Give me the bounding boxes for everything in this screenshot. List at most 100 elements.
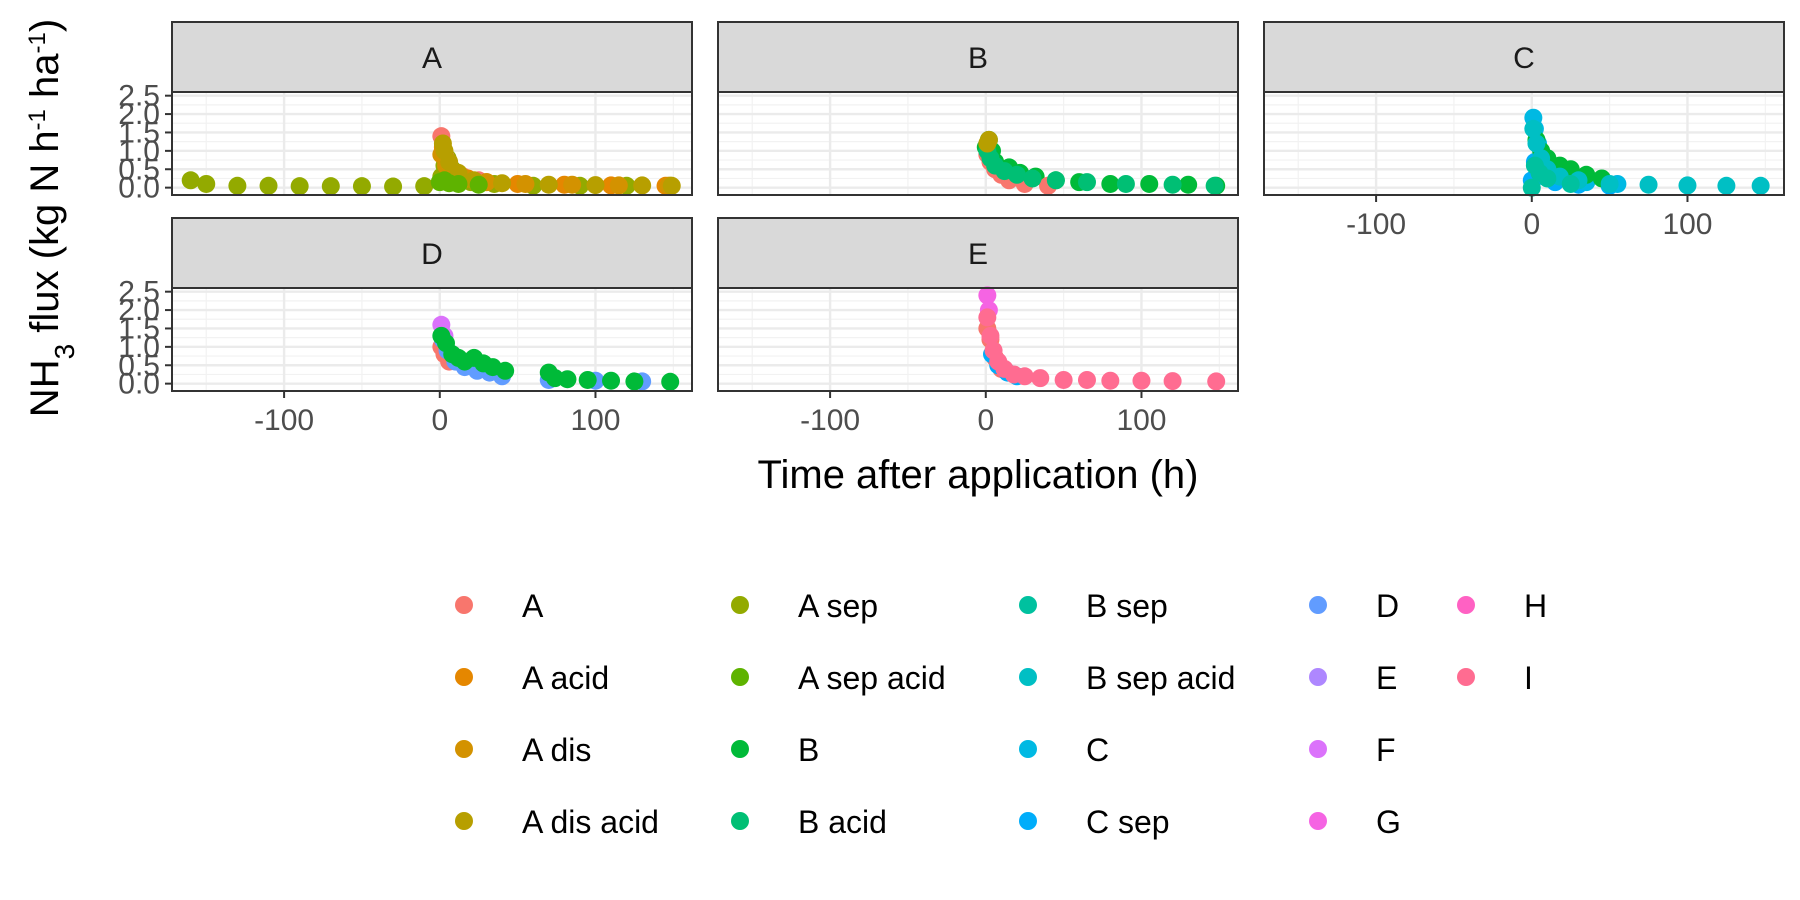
data-point [981, 326, 1000, 345]
data-point [1678, 176, 1697, 195]
data-point [228, 176, 247, 195]
panel-strip-label: B [968, 42, 988, 75]
legend-item: A acid [455, 660, 609, 696]
panel-border [171, 91, 693, 196]
legend-label: C sep [1086, 804, 1170, 840]
y-axis-title-sub: 3 [49, 344, 80, 360]
legend-item: A sep [731, 588, 878, 624]
panel-border [717, 287, 1239, 392]
legend-key [1019, 740, 1037, 758]
y-tick-label: 1.0 [118, 331, 160, 364]
data-point [1163, 372, 1182, 391]
legend-item: D [1309, 588, 1399, 624]
data-point [290, 177, 309, 196]
legend-label: B [798, 732, 819, 768]
data-point [609, 176, 628, 195]
panel-strip [1263, 21, 1785, 93]
legend-key [1457, 668, 1475, 686]
panel-strip-label: E [968, 238, 988, 271]
series-b [432, 326, 680, 391]
data-point [1023, 169, 1042, 188]
panel-background [718, 288, 1238, 391]
legend-label: D [1376, 588, 1399, 624]
legend-item: B [731, 732, 819, 768]
data-point [662, 176, 681, 195]
legend-key [455, 596, 473, 614]
y-axis-title-sup1: -1 [24, 109, 51, 130]
data-point [415, 177, 434, 196]
data-point [978, 308, 997, 327]
data-point [979, 130, 998, 149]
legend-item: B acid [731, 804, 887, 840]
panel-C: C -100 0 100 [1263, 21, 1785, 241]
panel-border [717, 91, 1239, 196]
legend-item: B sep acid [1019, 660, 1235, 696]
y-tick-label: 2.0 [118, 98, 160, 131]
data-point [1140, 174, 1159, 193]
y-tick-label: 2.5 [118, 80, 160, 113]
panel-border [1263, 91, 1785, 196]
data-point [661, 372, 680, 391]
legend-label: A acid [522, 660, 609, 696]
legend-label: B acid [798, 804, 887, 840]
data-point [978, 286, 997, 305]
data-point [586, 176, 605, 195]
y-tick-label: 0.5 [118, 153, 160, 186]
legend-label: E [1376, 660, 1397, 696]
data-point [449, 174, 468, 193]
data-point [496, 361, 515, 380]
data-point [259, 176, 278, 195]
y-axis-title-rest2: ha [23, 53, 67, 109]
legend-key [1457, 596, 1475, 614]
legend-item: A dis acid [455, 804, 659, 840]
legend-key [455, 668, 473, 686]
data-point [352, 177, 371, 196]
data-point [1524, 119, 1543, 138]
data-point [1751, 176, 1770, 195]
legend-key [1309, 596, 1327, 614]
y-tick-label: 0.0 [118, 368, 160, 401]
legend-item: A [455, 588, 544, 624]
legend-label: A [522, 588, 544, 624]
data-point [1046, 171, 1065, 190]
x-tick-label: 0 [977, 404, 994, 437]
data-point [578, 370, 597, 389]
x-tick-label: -100 [254, 404, 314, 437]
x-tick-label: -100 [800, 404, 860, 437]
panel-E: E -100 0 100 [717, 217, 1239, 437]
data-point [539, 175, 558, 194]
data-point [1600, 174, 1619, 193]
data-point [1639, 175, 1658, 194]
data-point [197, 174, 216, 193]
legend-key [1019, 668, 1037, 686]
panel-A: A 0.00.51.01.52.02.5 [118, 21, 693, 205]
data-point [1015, 367, 1034, 386]
data-point [1132, 371, 1151, 390]
legend-label: C [1086, 732, 1109, 768]
panel-B: B [717, 21, 1239, 196]
data-point [1054, 370, 1073, 389]
data-point [1205, 176, 1224, 195]
legend-item: G [1309, 804, 1401, 840]
y-tick-label: 2.5 [118, 276, 160, 309]
data-point [1077, 173, 1096, 192]
series-i [978, 308, 1226, 391]
data-point [1101, 174, 1120, 193]
data-point [1077, 370, 1096, 389]
data-point [469, 175, 488, 194]
y-axis-title-rest1: flux (kg N h [23, 130, 67, 343]
data-point [1522, 178, 1541, 197]
data-point [1538, 169, 1557, 188]
legend-item: C sep [1019, 804, 1170, 840]
data-point [493, 174, 512, 193]
y-tick-label: 1.0 [118, 135, 160, 168]
legend-key [731, 596, 749, 614]
data-point [633, 176, 652, 195]
legend-key [1309, 740, 1327, 758]
panels-layer: A0.00.51.01.52.02.5B C-100 0 100D0.00.51.01… [118, 21, 1785, 437]
legend-key [731, 740, 749, 758]
legend-key [1019, 812, 1037, 830]
legend-label: F [1376, 732, 1396, 768]
data-point [1031, 369, 1050, 388]
